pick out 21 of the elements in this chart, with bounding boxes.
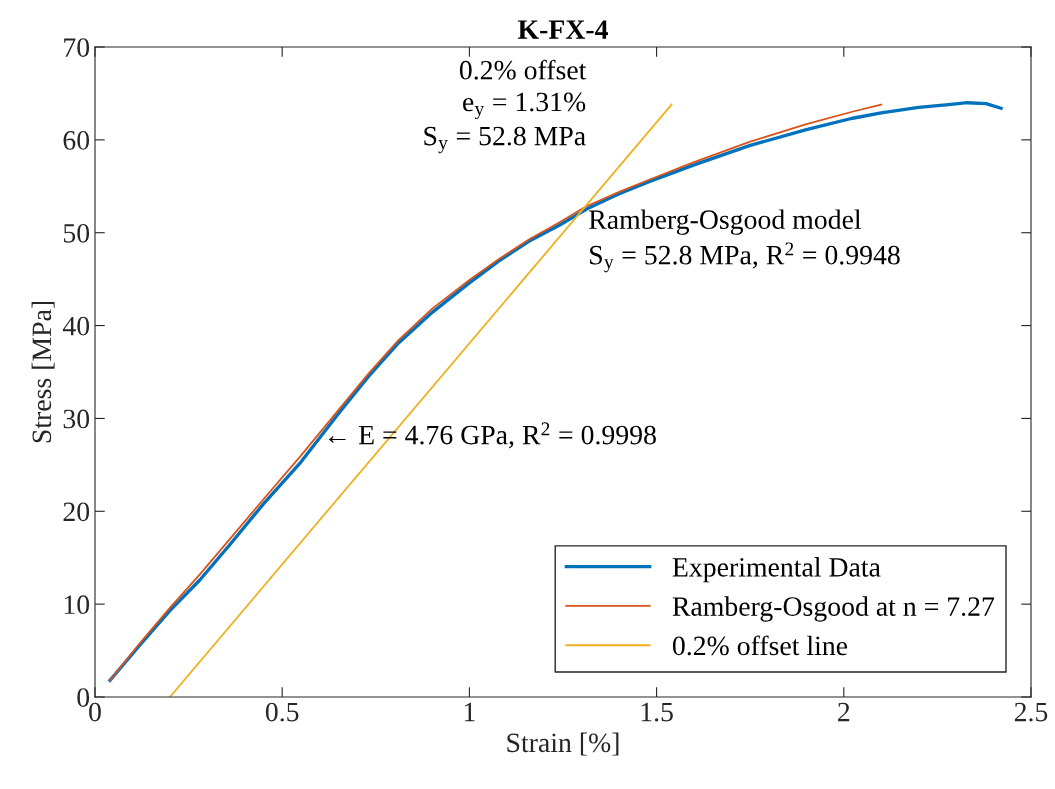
legend-label: Experimental Data <box>672 557 881 583</box>
legend-label: 0.2% offset line <box>672 635 848 656</box>
y-tick-label: 40 <box>62 316 90 336</box>
y-tick-label: 50 <box>63 223 90 243</box>
y-tick-label: 30 <box>63 409 90 429</box>
annotation: Ramberg-Osgood model S$_{y}$ = 52.8 MPa, R$^{2}$ = 0.9948 <box>589 209 900 273</box>
x-tick-label: 2.5 <box>1014 702 1048 722</box>
y-tick-label: 10 <box>64 595 90 615</box>
x-tick-label: 1 <box>464 702 475 722</box>
y-tick-label: 20 <box>63 502 90 522</box>
legend-label: Ramberg-Osgood at n = 7.27 <box>672 596 995 622</box>
y-tick-label: 60 <box>63 131 90 150</box>
x-tick-label: 2 <box>838 702 850 722</box>
y-axis-title: Stress [MPa] <box>31 301 55 443</box>
x-tick-label: 0.5 <box>265 702 299 722</box>
text: 0.2% offset e$_{y}$ = 1.31% S$_{y}$ = 52.8 MPa <box>424 59 587 154</box>
chart-title: K-FX-4 <box>517 20 608 39</box>
y-tick-label: 0 <box>77 688 90 707</box>
x-axis-title: Strain [%] <box>507 732 619 756</box>
y-tick-label: 70 <box>64 38 90 57</box>
x-tick-label: 1.5 <box>641 702 673 722</box>
